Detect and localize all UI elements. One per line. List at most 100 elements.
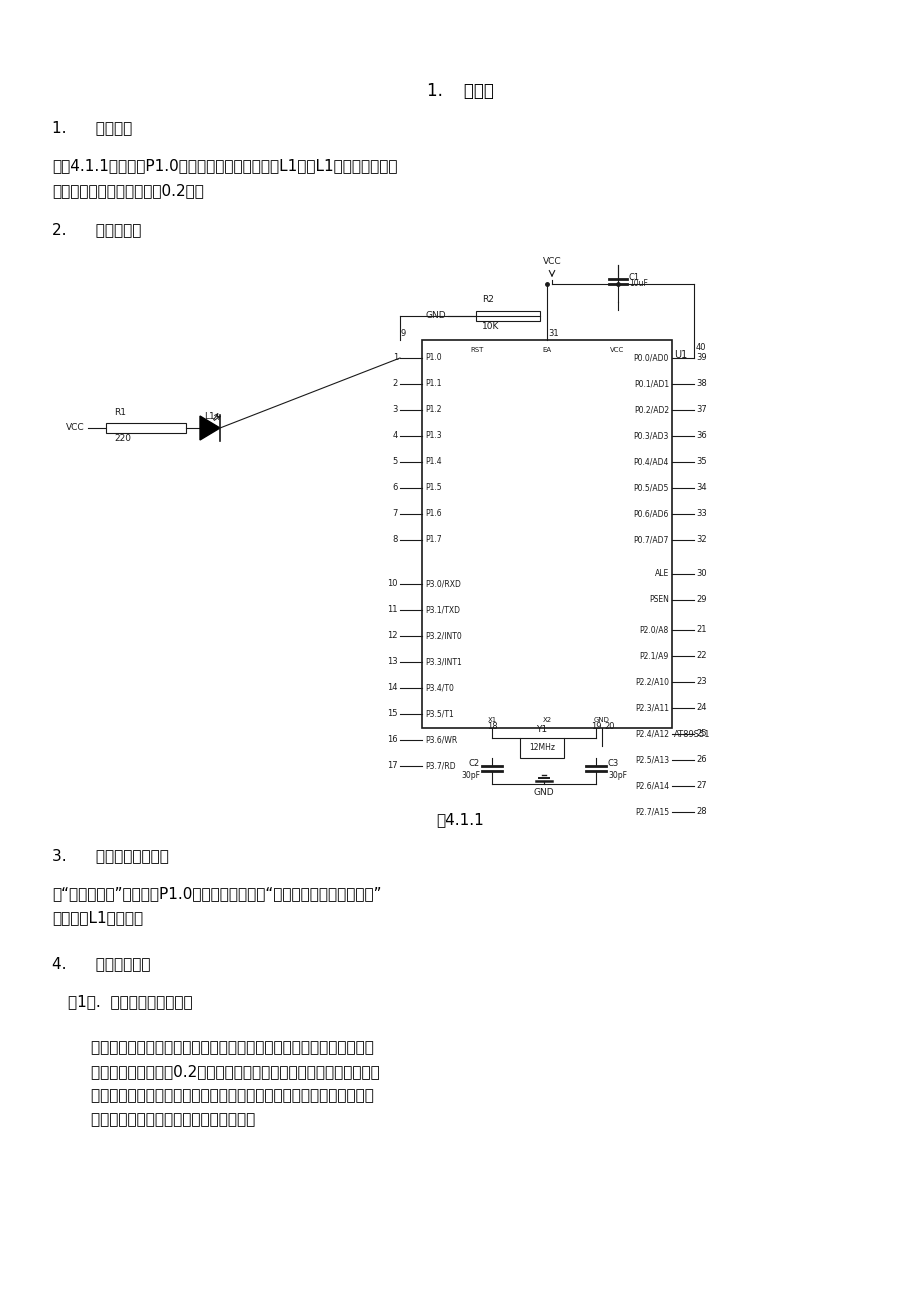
Text: P2.2/A10: P2.2/A10 (634, 677, 668, 686)
Text: C2: C2 (469, 759, 480, 768)
Text: P3.5/T1: P3.5/T1 (425, 710, 453, 719)
Text: 25: 25 (696, 729, 706, 738)
Text: 17: 17 (387, 762, 398, 771)
Text: 19: 19 (590, 723, 601, 730)
Text: 34: 34 (696, 483, 706, 492)
Text: 28: 28 (696, 807, 706, 816)
Text: X1: X1 (487, 717, 496, 723)
Text: 8: 8 (392, 535, 398, 544)
Text: 如图4.1.1所示：在P1.0端口上接一个发光二极管L1，使L1在不停地一亮一: 如图4.1.1所示：在P1.0端口上接一个发光二极管L1，使L1在不停地一亮一 (52, 158, 397, 173)
Text: 24: 24 (696, 703, 706, 712)
Text: 图4.1.1: 图4.1.1 (436, 812, 483, 827)
Polygon shape (199, 417, 220, 440)
Text: GND: GND (594, 717, 609, 723)
Text: P2.5/A13: P2.5/A13 (634, 755, 668, 764)
Text: 作为单片机的指令的执行的时间是很短，数量大微秒级，因此，我们要: 作为单片机的指令的执行的时间是很短，数量大微秒级，因此，我们要 (52, 1040, 373, 1055)
Text: 31: 31 (548, 329, 558, 339)
Text: 把“单片机系统”区域中的P1.0端口用导线连接到“八路发光二极管指示模块”: 把“单片机系统”区域中的P1.0端口用导线连接到“八路发光二极管指示模块” (52, 885, 381, 901)
Text: P2.4/A12: P2.4/A12 (634, 729, 668, 738)
Text: 30pF: 30pF (460, 772, 480, 780)
Text: P0.5/AD5: P0.5/AD5 (633, 483, 668, 492)
Text: 12: 12 (387, 631, 398, 641)
Text: RST: RST (470, 348, 483, 353)
Text: 37: 37 (696, 405, 706, 414)
Text: P3.4/T0: P3.4/T0 (425, 684, 453, 693)
Text: ALE: ALE (654, 569, 668, 578)
Text: 35: 35 (696, 457, 706, 466)
Text: GND: GND (533, 788, 554, 797)
Text: AT89S51: AT89S51 (674, 730, 709, 740)
Text: 30: 30 (696, 569, 706, 578)
Text: 序是如何设计呢？下面具体介绍其原理：: 序是如何设计呢？下面具体介绍其原理： (52, 1112, 255, 1128)
Text: P2.0/A8: P2.0/A8 (639, 625, 668, 634)
Text: 5: 5 (392, 457, 398, 466)
Text: C1: C1 (629, 272, 640, 281)
Text: 36: 36 (696, 431, 706, 440)
Text: 10uF: 10uF (629, 280, 647, 289)
Bar (422, 340, 671, 728)
Text: EA: EA (542, 348, 551, 353)
Text: 27: 27 (696, 781, 706, 790)
Text: 11: 11 (387, 605, 398, 615)
Text: P1.5: P1.5 (425, 483, 441, 492)
Text: P2.3/A11: P2.3/A11 (634, 703, 668, 712)
Text: 13: 13 (387, 658, 398, 667)
Text: 32: 32 (696, 535, 706, 544)
Bar (519, 738, 563, 758)
Text: 4: 4 (392, 431, 398, 440)
Text: 15: 15 (387, 710, 398, 719)
Text: U1: U1 (674, 350, 686, 359)
Text: VCC: VCC (609, 348, 623, 353)
Text: 14: 14 (387, 684, 398, 693)
Text: 7: 7 (392, 509, 398, 518)
Text: 1: 1 (392, 354, 398, 362)
Bar (475, 311, 539, 322)
Text: 4.      程序设计内容: 4. 程序设计内容 (52, 956, 151, 971)
Text: P3.3/INT1: P3.3/INT1 (425, 658, 461, 667)
Text: 23: 23 (696, 677, 706, 686)
Text: X2: X2 (542, 717, 551, 723)
Text: P1.0: P1.0 (425, 354, 441, 362)
Text: P1.4: P1.4 (425, 457, 441, 466)
Text: 26: 26 (696, 755, 706, 764)
Text: 区域中的L1端口上。: 区域中的L1端口上。 (52, 910, 143, 924)
Text: 22: 22 (696, 651, 706, 660)
Text: VCC: VCC (66, 423, 85, 432)
Text: R1: R1 (114, 408, 126, 417)
Text: （1）.  延时程序的设计方法: （1）. 延时程序的设计方法 (68, 993, 192, 1009)
Text: 33: 33 (696, 509, 706, 518)
Text: C3: C3 (607, 759, 618, 768)
Text: L1: L1 (204, 411, 215, 421)
Text: P1.7: P1.7 (425, 535, 441, 544)
Bar (106, 423, 186, 434)
Text: GND: GND (425, 311, 446, 320)
Text: 1.      实验任务: 1. 实验任务 (52, 120, 132, 135)
Text: VCC: VCC (542, 256, 561, 266)
Text: P0.0/AD0: P0.0/AD0 (633, 354, 668, 362)
Text: P1.6: P1.6 (425, 509, 441, 518)
Text: 220: 220 (114, 434, 130, 443)
Text: 18: 18 (486, 723, 497, 730)
Text: Y1: Y1 (536, 725, 547, 734)
Text: P2.6/A14: P2.6/A14 (634, 781, 668, 790)
Text: 38: 38 (696, 379, 706, 388)
Text: P1.2: P1.2 (425, 405, 441, 414)
Text: P3.0/RXD: P3.0/RXD (425, 579, 460, 589)
Text: P0.2/AD2: P0.2/AD2 (633, 405, 668, 414)
Text: 执行某一指令时，插入延时程序，来达到我们的要求，但这样的延时程: 执行某一指令时，插入延时程序，来达到我们的要求，但这样的延时程 (52, 1088, 373, 1103)
Text: 30pF: 30pF (607, 772, 627, 780)
Text: 3: 3 (392, 405, 398, 414)
Text: 3.      系统板上硬件连线: 3. 系统板上硬件连线 (52, 848, 169, 863)
Text: 1.    闪烁灯: 1. 闪烁灯 (426, 82, 493, 100)
Text: 10K: 10K (482, 322, 499, 331)
Text: 2: 2 (392, 379, 398, 388)
Text: R2: R2 (482, 296, 494, 303)
Text: 20: 20 (604, 723, 614, 730)
Text: P0.7/AD7: P0.7/AD7 (633, 535, 668, 544)
Text: 2.      电路原理图: 2. 电路原理图 (52, 223, 142, 237)
Text: 21: 21 (696, 625, 706, 634)
Text: P3.1/TXD: P3.1/TXD (425, 605, 460, 615)
Text: 9: 9 (401, 329, 406, 339)
Text: P0.3/AD3: P0.3/AD3 (633, 431, 668, 440)
Text: P1.1: P1.1 (425, 379, 441, 388)
